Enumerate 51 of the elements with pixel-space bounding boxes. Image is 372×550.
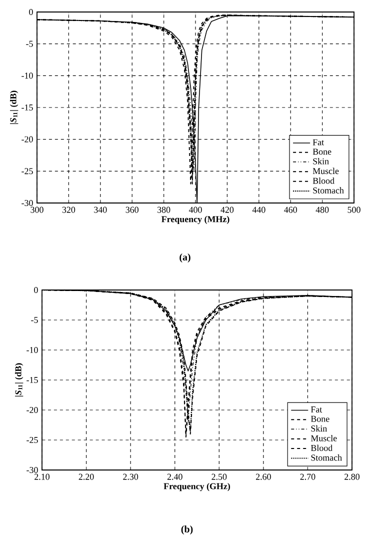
y-tick-label: 0 bbox=[34, 286, 38, 294]
x-tick-label: 340 bbox=[94, 206, 107, 213]
legend-label: Fat bbox=[310, 406, 322, 413]
legend-label: Fat bbox=[312, 139, 324, 146]
y-axis-title: |S$_{11}$| (dB) bbox=[10, 90, 18, 124]
x-axis-title: Frequency (MHz) bbox=[162, 216, 230, 224]
x-tick-label: 2.80 bbox=[344, 474, 360, 480]
legend-label: Stomach bbox=[313, 187, 344, 194]
x-tick-label: 2.10 bbox=[34, 474, 50, 480]
y-tick-label: 0 bbox=[29, 8, 33, 16]
x-tick-label: 360 bbox=[126, 206, 138, 213]
x-tick-label: 300 bbox=[30, 206, 44, 213]
y-tick-label: -30 bbox=[22, 200, 33, 206]
x-tick-label: 320 bbox=[62, 206, 76, 213]
x-tick-label: 380 bbox=[158, 206, 170, 213]
y-tick-label: -5 bbox=[31, 317, 38, 323]
x-tick-label: 2.70 bbox=[300, 474, 316, 480]
legend-label: Muscle bbox=[310, 434, 337, 442]
legend-label: Blood bbox=[310, 444, 332, 452]
x-tick-label: 2.50 bbox=[212, 474, 227, 480]
y-tick-label: -15 bbox=[22, 104, 33, 111]
x-tick-label: 2.60 bbox=[256, 474, 271, 480]
x-tick-label: 480 bbox=[316, 206, 329, 213]
legend-label: Skin bbox=[311, 425, 327, 432]
legend-label: Stomach bbox=[311, 454, 342, 461]
x-tick-label: 2.20 bbox=[78, 474, 94, 480]
y-tick-label: -10 bbox=[26, 346, 38, 354]
legend-label: Blood bbox=[312, 177, 334, 184]
y-tick-label: -25 bbox=[26, 436, 38, 444]
x-tick-label: 2.30 bbox=[123, 474, 138, 480]
y-tick-label: -15 bbox=[26, 376, 38, 384]
legend-label: Skin bbox=[313, 158, 329, 164]
text: (b) bbox=[181, 525, 193, 535]
y-tick-label: -30 bbox=[26, 466, 38, 474]
text: (a) bbox=[180, 253, 190, 263]
x-axis-title: Frequency (GHz) bbox=[164, 482, 230, 492]
y-tick-label: -25 bbox=[22, 168, 33, 174]
y-axis-title: |S$_{11}$| (dB) bbox=[15, 363, 24, 396]
legend-label: Bone bbox=[312, 148, 332, 155]
y-tick-label: -20 bbox=[22, 136, 33, 142]
x-tick-label: 440 bbox=[252, 206, 266, 213]
x-tick-label: 500 bbox=[348, 206, 360, 213]
legend-label: Bone bbox=[310, 416, 330, 422]
y-tick-label: -5 bbox=[26, 40, 33, 47]
x-tick-label: 2.40 bbox=[167, 474, 182, 480]
x-tick-label: 420 bbox=[220, 206, 234, 213]
x-tick-label: 400 bbox=[188, 206, 202, 213]
x-tick-label: 460 bbox=[284, 206, 297, 213]
y-tick-label: -20 bbox=[26, 406, 38, 414]
legend-label: Muscle bbox=[312, 168, 339, 174]
y-tick-label: -10 bbox=[22, 72, 33, 79]
